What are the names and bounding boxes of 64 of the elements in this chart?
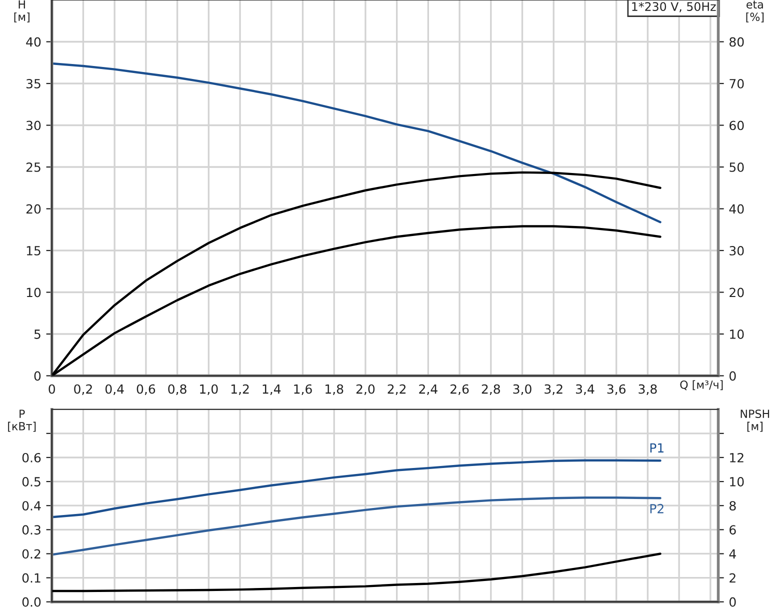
y-tick-label: 20 [26, 204, 41, 214]
x-tick-label: 1,0 [200, 384, 218, 396]
line-series [52, 552, 662, 592]
y2-tick-label: 2 [730, 573, 736, 583]
annotation: 1*230 V, 50Hz [632, 2, 716, 12]
x-tick-label: 2,6 [450, 384, 469, 396]
text: 0.0 [22, 597, 41, 607]
x-tick-label: 0,8 [168, 384, 186, 396]
x-tick-label: 1,2 [231, 384, 249, 396]
y2-tick-label: 20 [730, 288, 744, 298]
series-label: P1 [650, 443, 664, 452]
y2-tick-label: 80 [730, 37, 744, 47]
x-tick-label: 3,8 [638, 384, 657, 396]
series-label: P2 [650, 504, 664, 514]
y-tick-label: 15 [26, 246, 40, 256]
x-tick-label: 1,4 [262, 384, 281, 396]
y-tick-label: 0.3 [22, 525, 40, 535]
x-axis-title: Q [м³/ч] [680, 380, 723, 390]
x-tick-label: 2,8 [482, 384, 500, 396]
y-tick-label: 0.6 [22, 452, 41, 462]
x-tick-label: 3,2 [544, 384, 562, 396]
x-tick-label: 3,6 [607, 384, 626, 396]
x-tick-label: 0,6 [136, 384, 156, 396]
y-tick-label: 0 [34, 371, 41, 381]
y2-tick-label: 10 [730, 477, 744, 486]
line-series [52, 459, 662, 518]
y-tick-label: 30 [26, 120, 41, 130]
x-tick-label: 2,2 [388, 384, 406, 396]
x-tick-label: 1,8 [326, 384, 344, 396]
y2-tick-label: 40 [729, 204, 744, 214]
line-series [52, 496, 662, 556]
y2-tick-label: 60 [730, 120, 744, 130]
y-axis-title: P [кВт] [8, 410, 36, 432]
y-tick-label: 10 [26, 288, 41, 298]
y2-axis-title: NPSH [м] [740, 410, 770, 432]
x-tick-label: 3,0 [513, 384, 532, 396]
x-tick-label: 2,0 [356, 384, 375, 396]
x-tick-label: 3,4 [576, 384, 594, 396]
x-tick-label: 2,4 [419, 384, 438, 396]
x-tick-label: 0,2 [74, 384, 92, 396]
y-tick-label: 0.2 [22, 549, 40, 559]
x-tick-label: 1,6 [294, 384, 312, 396]
y-tick-label: 40 [26, 37, 41, 47]
y2-tick-label: 0 [730, 597, 736, 607]
line-series [52, 62, 662, 224]
y-tick-label: 0.4 [22, 501, 41, 511]
y2-tick-label: 70 [730, 78, 744, 88]
y-tick-label: 0.1 [22, 573, 40, 583]
y-axis-title: H [м] [14, 0, 30, 22]
y-tick-label: 25 [26, 162, 40, 172]
y2-axis-title: eta [%] [746, 0, 764, 22]
y2-tick-label: 6 [730, 525, 736, 535]
y2-tick-label: 30 [730, 246, 744, 256]
y-tick-label: 35 [26, 78, 40, 88]
x-tick-label: 0 [48, 384, 56, 394]
y-tick-label: 5 [34, 330, 40, 339]
y2-tick-label: 10 [730, 329, 744, 339]
y2-tick-label: 12 [730, 452, 744, 462]
x-tick-label: 0,4 [105, 384, 124, 396]
y2-tick-label: 50 [730, 162, 744, 172]
y2-tick-label: 4 [729, 549, 736, 558]
y2-tick-label: 8 [730, 501, 736, 511]
y-tick-label: 0.5 [22, 477, 40, 486]
y2-tick-label: 0 [730, 371, 736, 381]
